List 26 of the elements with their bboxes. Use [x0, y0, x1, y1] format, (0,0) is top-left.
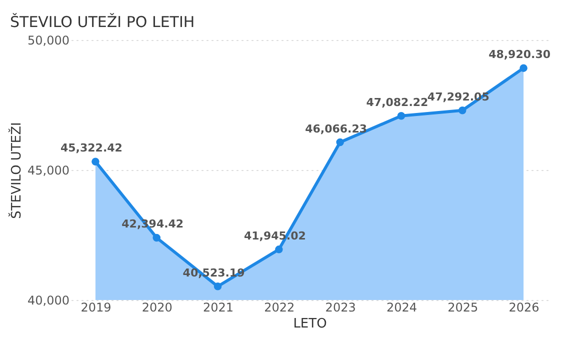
y-tick-label: 50,000 [28, 34, 70, 48]
x-axis-title: LETO [293, 316, 327, 332]
data-label: 48,920.30 [488, 48, 551, 62]
data-label: 46,066.23 [305, 122, 368, 136]
y-tick-label: 45,000 [28, 164, 70, 178]
y-axis-title: ŠTEVILO UTEŽI [8, 122, 25, 219]
y-tick-label: 40,000 [28, 294, 70, 308]
point [92, 158, 100, 166]
data-label: 45,322.42 [60, 142, 122, 155]
x-tick-label: 2026 [508, 300, 540, 314]
x-tick-label: 2024 [386, 300, 418, 314]
point [152, 234, 160, 242]
point [275, 246, 283, 254]
x-tick-label: 2021 [202, 300, 234, 314]
x-tick-label: 2023 [325, 300, 356, 314]
point [397, 112, 406, 120]
point [336, 138, 344, 146]
x-tick-label: 2019 [80, 300, 112, 314]
x-tick-label: 2020 [142, 300, 172, 314]
point [214, 282, 222, 290]
point [520, 64, 528, 72]
x-tick-label: 2022 [264, 300, 295, 314]
data-label: 47,082.22 [366, 96, 428, 109]
x-tick-label: 2025 [448, 300, 478, 314]
point [458, 106, 466, 114]
chart-title: ŠTEVILO UTEŽI PO LETIH [10, 13, 195, 31]
